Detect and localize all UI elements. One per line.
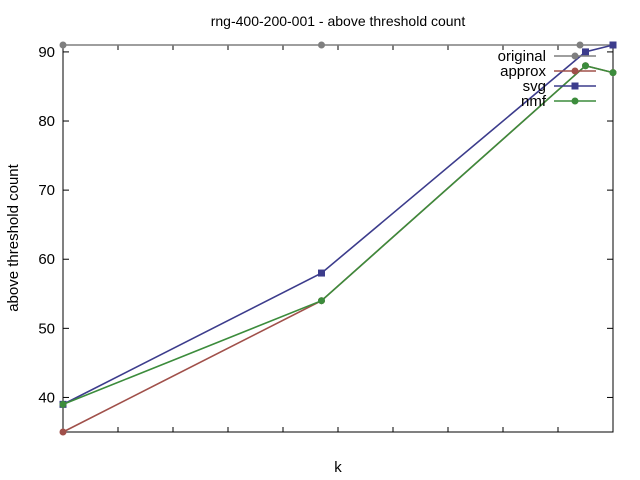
point-svg-1 — [318, 269, 325, 277]
legend-item-nmf: nmf — [521, 93, 596, 110]
legend-label-svg: svg — [523, 78, 546, 95]
legend-marker-approx — [571, 67, 579, 75]
point-approx-0 — [59, 428, 67, 436]
legend-label-original: original — [498, 48, 546, 65]
legend-label-approx: approx — [500, 63, 546, 80]
y-tick-label-2: 60 — [38, 251, 55, 268]
legend-item-original: original — [498, 48, 596, 65]
chart-title: rng-400-200-001 - above threshold count — [211, 13, 466, 29]
point-svg-3 — [609, 41, 617, 49]
point-nmf-2 — [582, 62, 589, 70]
series-approx — [59, 62, 617, 436]
y-tick-label-1: 50 — [38, 320, 55, 337]
x-axis-label: k — [334, 459, 342, 476]
series-nmf — [59, 62, 617, 408]
y-tick-label-5: 90 — [38, 44, 55, 61]
point-svg-2 — [582, 48, 589, 56]
legend-item-approx: approx — [500, 63, 596, 80]
series-line-svg — [62, 44, 614, 406]
y-axis-label: above threshold count — [5, 163, 22, 311]
point-nmf-0 — [59, 400, 67, 408]
series-line-approx — [62, 64, 614, 433]
y-tick-label-3: 70 — [38, 182, 55, 199]
legend-marker-svg — [571, 82, 579, 90]
series-line-nmf — [62, 64, 614, 406]
point-original-2 — [576, 41, 584, 49]
legend-label-nmf: nmf — [521, 93, 547, 110]
axis-ticks: 40 50 60 70 80 90 — [38, 44, 614, 432]
point-nmf-3 — [609, 69, 617, 77]
y-tick-label-0: 40 — [38, 389, 55, 406]
legend-marker-original — [571, 52, 579, 60]
y-tick-label-4: 80 — [38, 113, 55, 130]
legend-item-svg: svg — [523, 78, 596, 95]
series-layer — [59, 41, 617, 436]
legend-marker-nmf — [571, 97, 579, 105]
point-nmf-1 — [318, 297, 325, 305]
point-original-1 — [318, 41, 325, 49]
point-original-0 — [59, 41, 67, 49]
